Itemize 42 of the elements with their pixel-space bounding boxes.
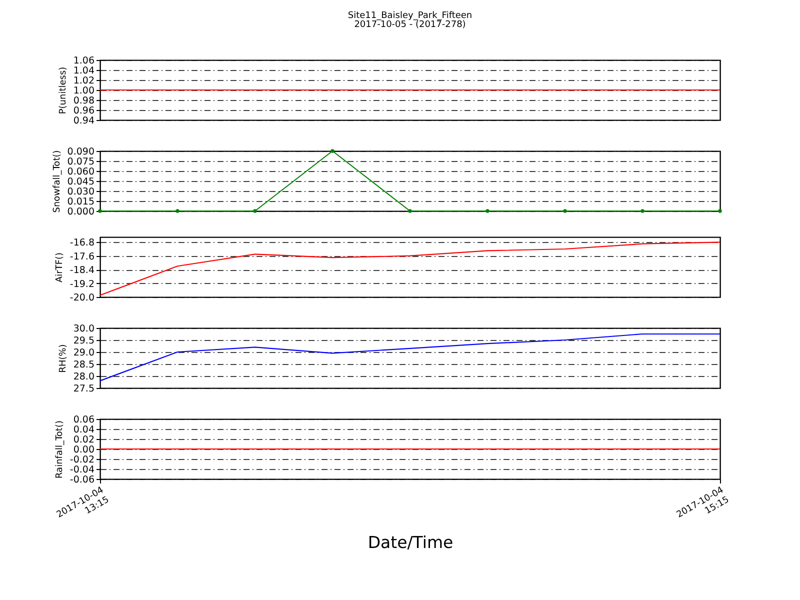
y-tick-label: -0.06 [70, 474, 94, 486]
y-tick-label: 27.5 [73, 384, 94, 394]
y-tick-label: -0.04 [70, 464, 94, 476]
y-tick-label: 0.000 [67, 206, 94, 218]
y-axis-title: AirTF() [54, 252, 65, 283]
y-tick-label: 0.00 [73, 444, 94, 456]
y-tick-label: 30.0 [73, 324, 94, 334]
y-tick-label: 1.06 [73, 56, 94, 66]
y-tick-label: 1.00 [73, 86, 94, 96]
y-tick-label: 0.060 [67, 166, 94, 178]
y-tick-label: -0.02 [70, 454, 94, 466]
y-tick-label: 0.090 [67, 146, 94, 158]
y-tick-label: 0.98 [73, 96, 94, 106]
y-tick-label: 0.030 [67, 186, 94, 198]
y-tick-label: 0.075 [67, 156, 94, 168]
y-tick-label: -19.2 [70, 278, 94, 290]
y-tick-label: -17.6 [70, 251, 94, 262]
chart-title: Site11_Baisley_Park_Fifteen [348, 11, 472, 21]
y-axis-title: P(unitless) [58, 66, 68, 114]
y-tick-label: 0.02 [73, 434, 94, 446]
line-series [99, 333, 721, 382]
y-tick-label: 29.5 [73, 336, 94, 346]
y-tick-label: 0.94 [73, 116, 94, 126]
y-tick-label: 0.96 [73, 106, 94, 116]
y-tick-label: 28.5 [73, 360, 94, 370]
line-series [99, 242, 721, 296]
y-axis-title: RH(%) [58, 344, 68, 373]
x-axis-title: Date/Time [368, 532, 454, 552]
y-tick-label: 0.015 [67, 196, 94, 208]
y-tick-label: 28.0 [73, 372, 94, 382]
y-tick-label: -18.4 [70, 265, 94, 276]
y-tick-label: 1.04 [73, 66, 94, 76]
y-tick-label: 1.02 [73, 76, 94, 86]
chart-subtitle: 2017-10-05 - (2017-278) [354, 20, 466, 30]
y-tick-label: 0.04 [73, 424, 94, 436]
y-tick-label: -16.8 [70, 238, 94, 249]
y-axis-title: Rainfall_Tot() [54, 420, 65, 478]
y-axis-title: Snowfall_Tot() [52, 150, 62, 213]
y-tick-label: 29.0 [73, 348, 94, 358]
y-tick-label: -20.0 [70, 292, 94, 304]
y-tick-label: 0.045 [67, 176, 94, 188]
y-tick-label: 0.06 [73, 414, 94, 426]
